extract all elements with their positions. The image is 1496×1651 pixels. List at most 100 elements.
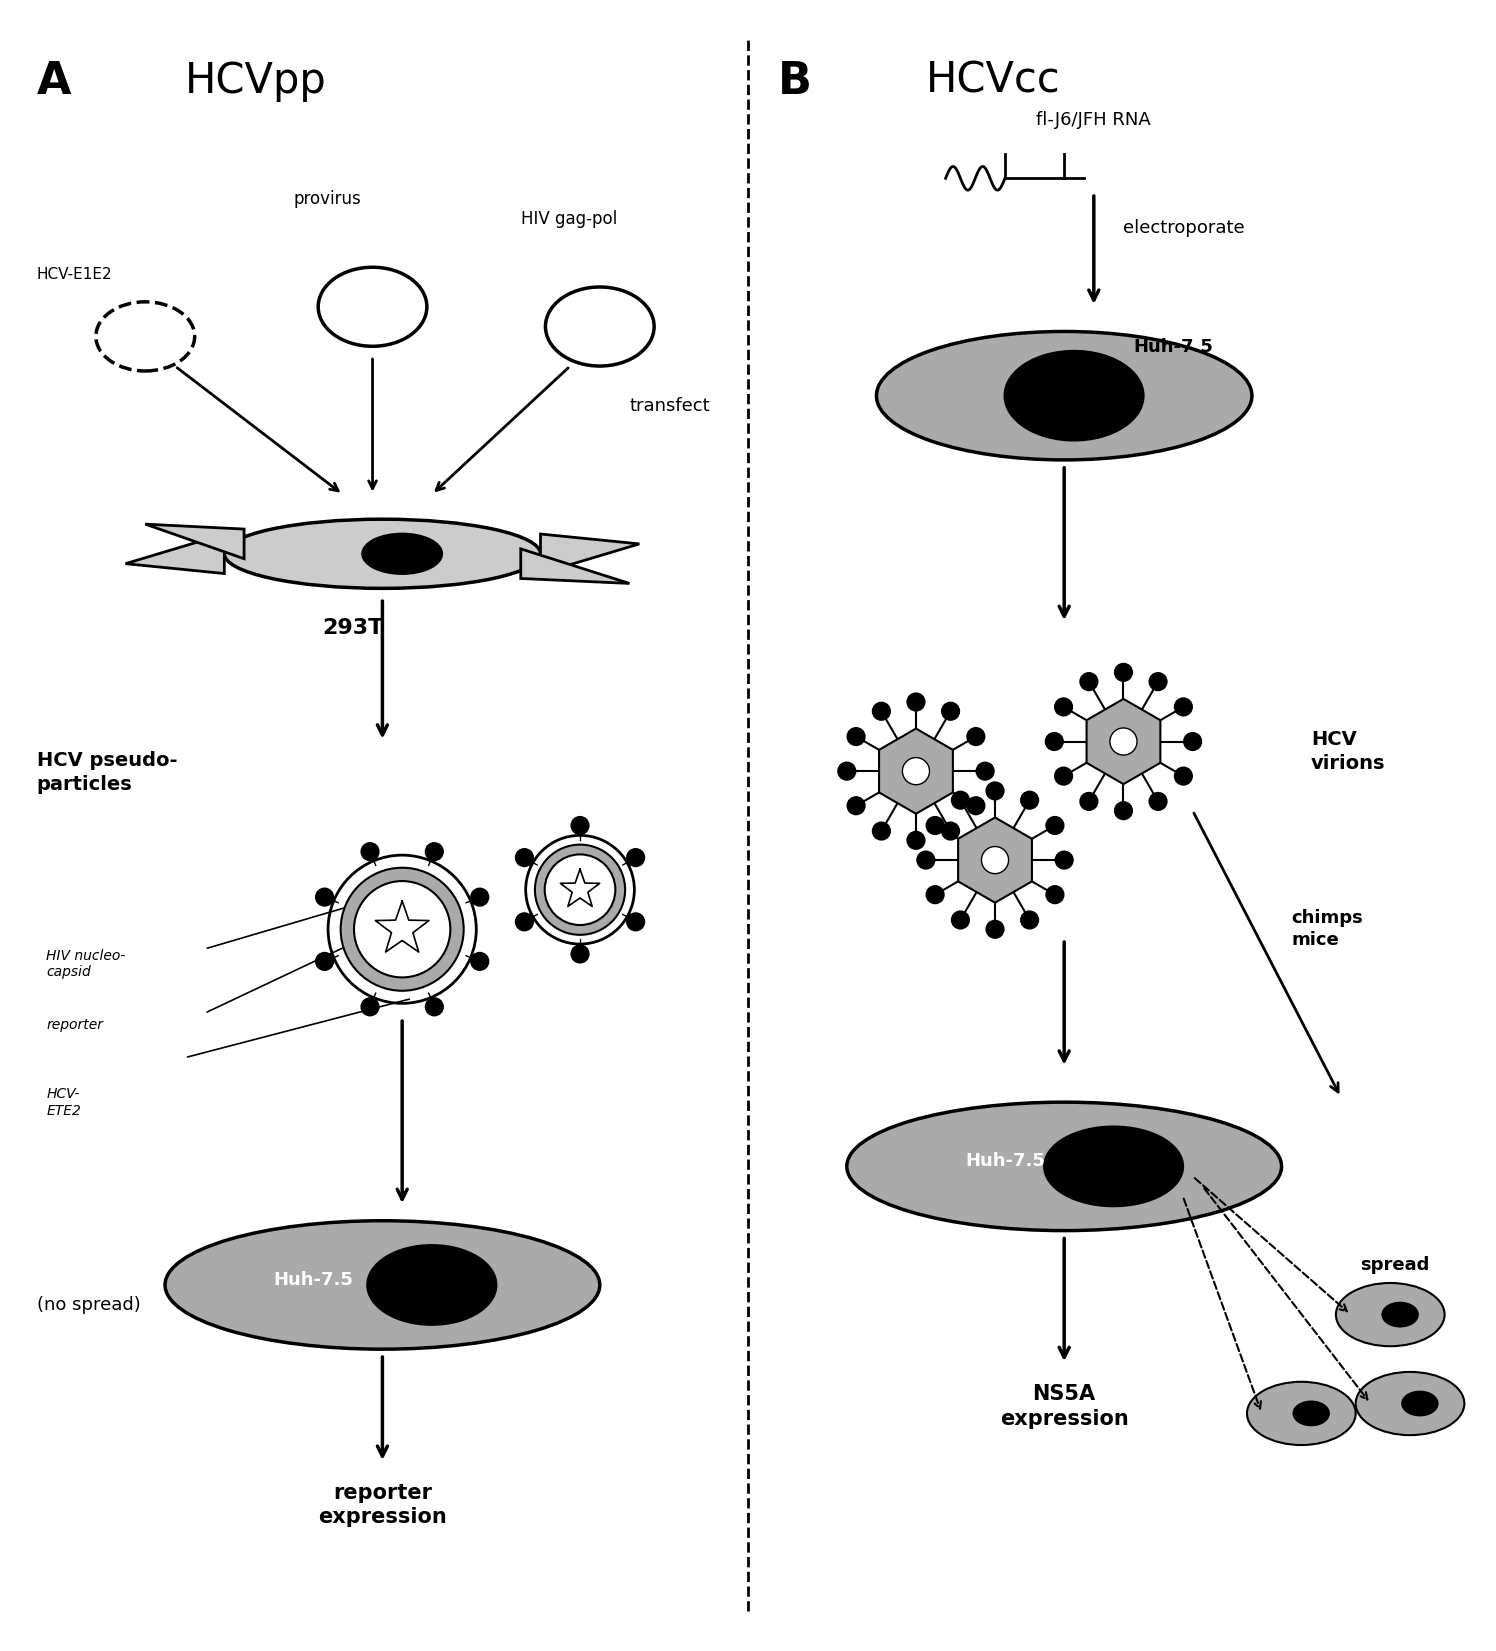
Ellipse shape	[355, 882, 450, 977]
Text: HCV-E1E2: HCV-E1E2	[36, 267, 112, 282]
Ellipse shape	[627, 849, 645, 867]
Polygon shape	[375, 901, 429, 953]
Text: HCVpp: HCVpp	[186, 59, 326, 102]
Ellipse shape	[546, 287, 654, 367]
Ellipse shape	[1044, 1128, 1183, 1205]
Ellipse shape	[881, 736, 950, 806]
Polygon shape	[145, 523, 244, 558]
Ellipse shape	[941, 822, 959, 840]
Ellipse shape	[951, 911, 969, 930]
Ellipse shape	[966, 797, 984, 814]
Ellipse shape	[847, 1103, 1282, 1230]
Ellipse shape	[425, 842, 443, 860]
Ellipse shape	[1174, 698, 1192, 717]
Ellipse shape	[224, 518, 540, 588]
Ellipse shape	[361, 842, 378, 860]
Ellipse shape	[1110, 728, 1137, 755]
Polygon shape	[126, 533, 224, 573]
Ellipse shape	[571, 817, 589, 834]
Ellipse shape	[361, 997, 378, 1015]
Ellipse shape	[1046, 733, 1064, 751]
Text: fl-J6/JFH RNA: fl-J6/JFH RNA	[1037, 111, 1152, 129]
Text: electroporate: electroporate	[1123, 218, 1245, 236]
Text: (no spread): (no spread)	[36, 1296, 141, 1314]
Ellipse shape	[1080, 672, 1098, 690]
Ellipse shape	[1055, 698, 1073, 717]
Ellipse shape	[986, 920, 1004, 938]
Ellipse shape	[1183, 733, 1201, 751]
Ellipse shape	[471, 888, 489, 906]
Text: provirus: provirus	[293, 190, 361, 208]
Polygon shape	[561, 868, 600, 906]
Text: reporter: reporter	[46, 1019, 103, 1032]
Ellipse shape	[545, 855, 615, 925]
Ellipse shape	[1089, 707, 1158, 776]
Ellipse shape	[362, 533, 441, 573]
Ellipse shape	[941, 702, 959, 720]
Ellipse shape	[951, 791, 969, 809]
Ellipse shape	[981, 847, 1008, 873]
Ellipse shape	[907, 832, 925, 849]
Text: Huh-7.5: Huh-7.5	[274, 1271, 353, 1289]
Ellipse shape	[917, 852, 935, 868]
Ellipse shape	[1046, 817, 1064, 834]
Ellipse shape	[847, 728, 865, 746]
Polygon shape	[1086, 698, 1161, 784]
Ellipse shape	[516, 849, 533, 867]
Ellipse shape	[516, 913, 533, 931]
Ellipse shape	[907, 693, 925, 712]
Ellipse shape	[847, 797, 865, 814]
Ellipse shape	[341, 868, 464, 991]
Text: 293T: 293T	[322, 617, 383, 637]
Ellipse shape	[1115, 664, 1132, 682]
Ellipse shape	[328, 855, 476, 1004]
Text: chimps
mice: chimps mice	[1291, 910, 1363, 949]
Text: B: B	[778, 59, 812, 102]
Ellipse shape	[960, 826, 1029, 895]
Text: HCV-
ETE2: HCV- ETE2	[46, 1088, 81, 1118]
Ellipse shape	[1382, 1303, 1418, 1326]
Ellipse shape	[926, 887, 944, 903]
Ellipse shape	[1046, 887, 1064, 903]
Ellipse shape	[1336, 1283, 1445, 1346]
Ellipse shape	[872, 822, 890, 840]
Ellipse shape	[536, 845, 625, 934]
Ellipse shape	[368, 1245, 497, 1324]
Ellipse shape	[1355, 1372, 1465, 1435]
Text: HCVcc: HCVcc	[926, 59, 1061, 102]
Ellipse shape	[1005, 352, 1143, 441]
Text: reporter
expression: reporter expression	[319, 1483, 447, 1527]
Text: HIV gag-pol: HIV gag-pol	[521, 210, 616, 228]
Ellipse shape	[1174, 768, 1192, 784]
Polygon shape	[540, 533, 639, 573]
Ellipse shape	[1055, 852, 1073, 868]
Ellipse shape	[966, 728, 984, 746]
Ellipse shape	[1149, 672, 1167, 690]
Ellipse shape	[96, 302, 194, 371]
Ellipse shape	[165, 1220, 600, 1349]
Ellipse shape	[1149, 792, 1167, 811]
Ellipse shape	[319, 267, 426, 347]
Text: Huh-7.5: Huh-7.5	[1132, 338, 1213, 357]
Ellipse shape	[1294, 1402, 1328, 1425]
Ellipse shape	[872, 702, 890, 720]
Ellipse shape	[1020, 911, 1038, 930]
Ellipse shape	[838, 763, 856, 779]
Polygon shape	[957, 817, 1032, 903]
Polygon shape	[880, 728, 953, 814]
Ellipse shape	[627, 913, 645, 931]
Ellipse shape	[1055, 768, 1073, 784]
Text: spread: spread	[1360, 1256, 1430, 1275]
Ellipse shape	[877, 332, 1252, 461]
Text: HCV pseudo-
particles: HCV pseudo- particles	[36, 751, 177, 794]
Ellipse shape	[902, 758, 929, 784]
Ellipse shape	[926, 817, 944, 834]
Text: HCV
virions: HCV virions	[1310, 730, 1385, 773]
Ellipse shape	[1402, 1392, 1438, 1415]
Polygon shape	[521, 548, 630, 583]
Ellipse shape	[571, 944, 589, 963]
Ellipse shape	[471, 953, 489, 971]
Ellipse shape	[316, 888, 334, 906]
Text: NS5A
expression: NS5A expression	[999, 1384, 1128, 1428]
Text: HIV nucleo-
capsid: HIV nucleo- capsid	[46, 949, 126, 979]
